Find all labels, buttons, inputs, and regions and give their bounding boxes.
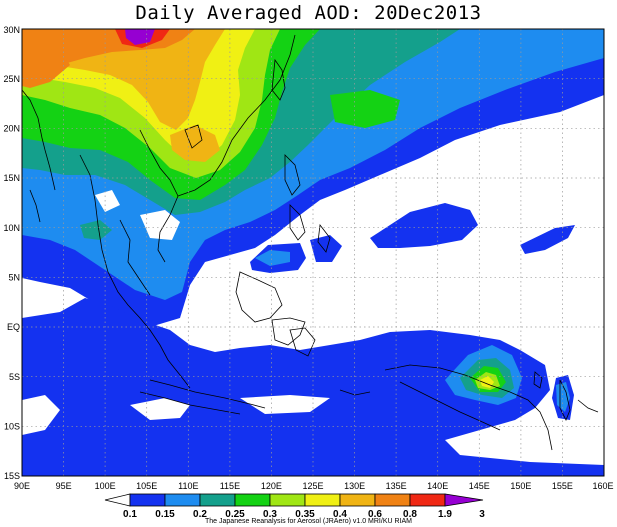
coastlines [22,34,599,451]
lon-tick-label: 135E [386,481,407,491]
lon-tick-label: 95E [56,481,72,491]
lon-tick-label: 160E [592,481,613,491]
lat-tick-label: 25N [3,74,20,84]
lat-tick-label: 30N [3,25,20,35]
lon-tick-label: 125E [302,481,323,491]
colorbar-label: 0.4 [333,509,347,520]
aod-field [22,29,604,476]
lat-tick-label: 10N [3,223,20,233]
lon-tick-label: 90E [14,481,30,491]
lat-tick-label: 5S [9,372,20,382]
lat-tick-label: 5N [8,273,20,283]
lat-tick-label: 10S [4,422,20,432]
colorbar-label: 1.9 [438,509,452,520]
plot-frame [21,28,605,477]
credit-line: The Japanese Reanalysis for Aerosol (JRA… [205,518,412,525]
lon-tick-label: 145E [469,481,490,491]
colorbar-label: 0.8 [403,509,417,520]
colorbar-swatch [444,493,484,507]
colorbar-swatch [374,493,411,507]
lon-tick-label: 150E [510,481,531,491]
colorbar-label: 0.6 [368,509,382,520]
colorbar-swatch [199,493,236,507]
colorbar-label: 0.3 [263,509,277,520]
lat-tick-label: 15S [4,471,20,481]
colorbar-swatch [339,493,376,507]
colorbar-swatch [164,493,201,507]
colorbar-swatch [304,493,341,507]
colorbar-label: 0.15 [155,509,175,520]
lon-tick-label: 120E [261,481,282,491]
colorbar-label: 0.25 [225,509,245,520]
colorbar-label: 0.1 [123,509,137,520]
colorbar-label: 0.35 [295,509,315,520]
lat-tick-label: 20N [3,124,20,134]
lon-tick-label: 115E [220,481,240,491]
colorbar: 0.1 0.15 0.2 0.25 0.3 0.35 0.4 0.6 0.8 1… [104,493,485,520]
colorbar-swatch [269,493,306,507]
lon-tick-label: 105E [136,481,157,491]
lon-tick-label: 155E [552,481,573,491]
lon-tick-label: 110E [178,481,198,491]
lat-tick-label: 15N [3,173,20,183]
colorbar-label: 3 [479,509,485,520]
lon-tick-label: 140E [427,481,448,491]
colorbar-label: 0.2 [193,509,207,520]
colorbar-swatch [104,493,131,507]
lat-tick-label: EQ [7,322,20,332]
lon-tick-label: 100E [95,481,116,491]
colorbar-swatch [129,493,166,507]
colorbar-swatch [234,493,271,507]
lon-tick-label: 130E [344,481,365,491]
map-title: Daily Averaged AOD: 20Dec2013 [135,2,482,24]
colorbar-swatch [409,493,446,507]
